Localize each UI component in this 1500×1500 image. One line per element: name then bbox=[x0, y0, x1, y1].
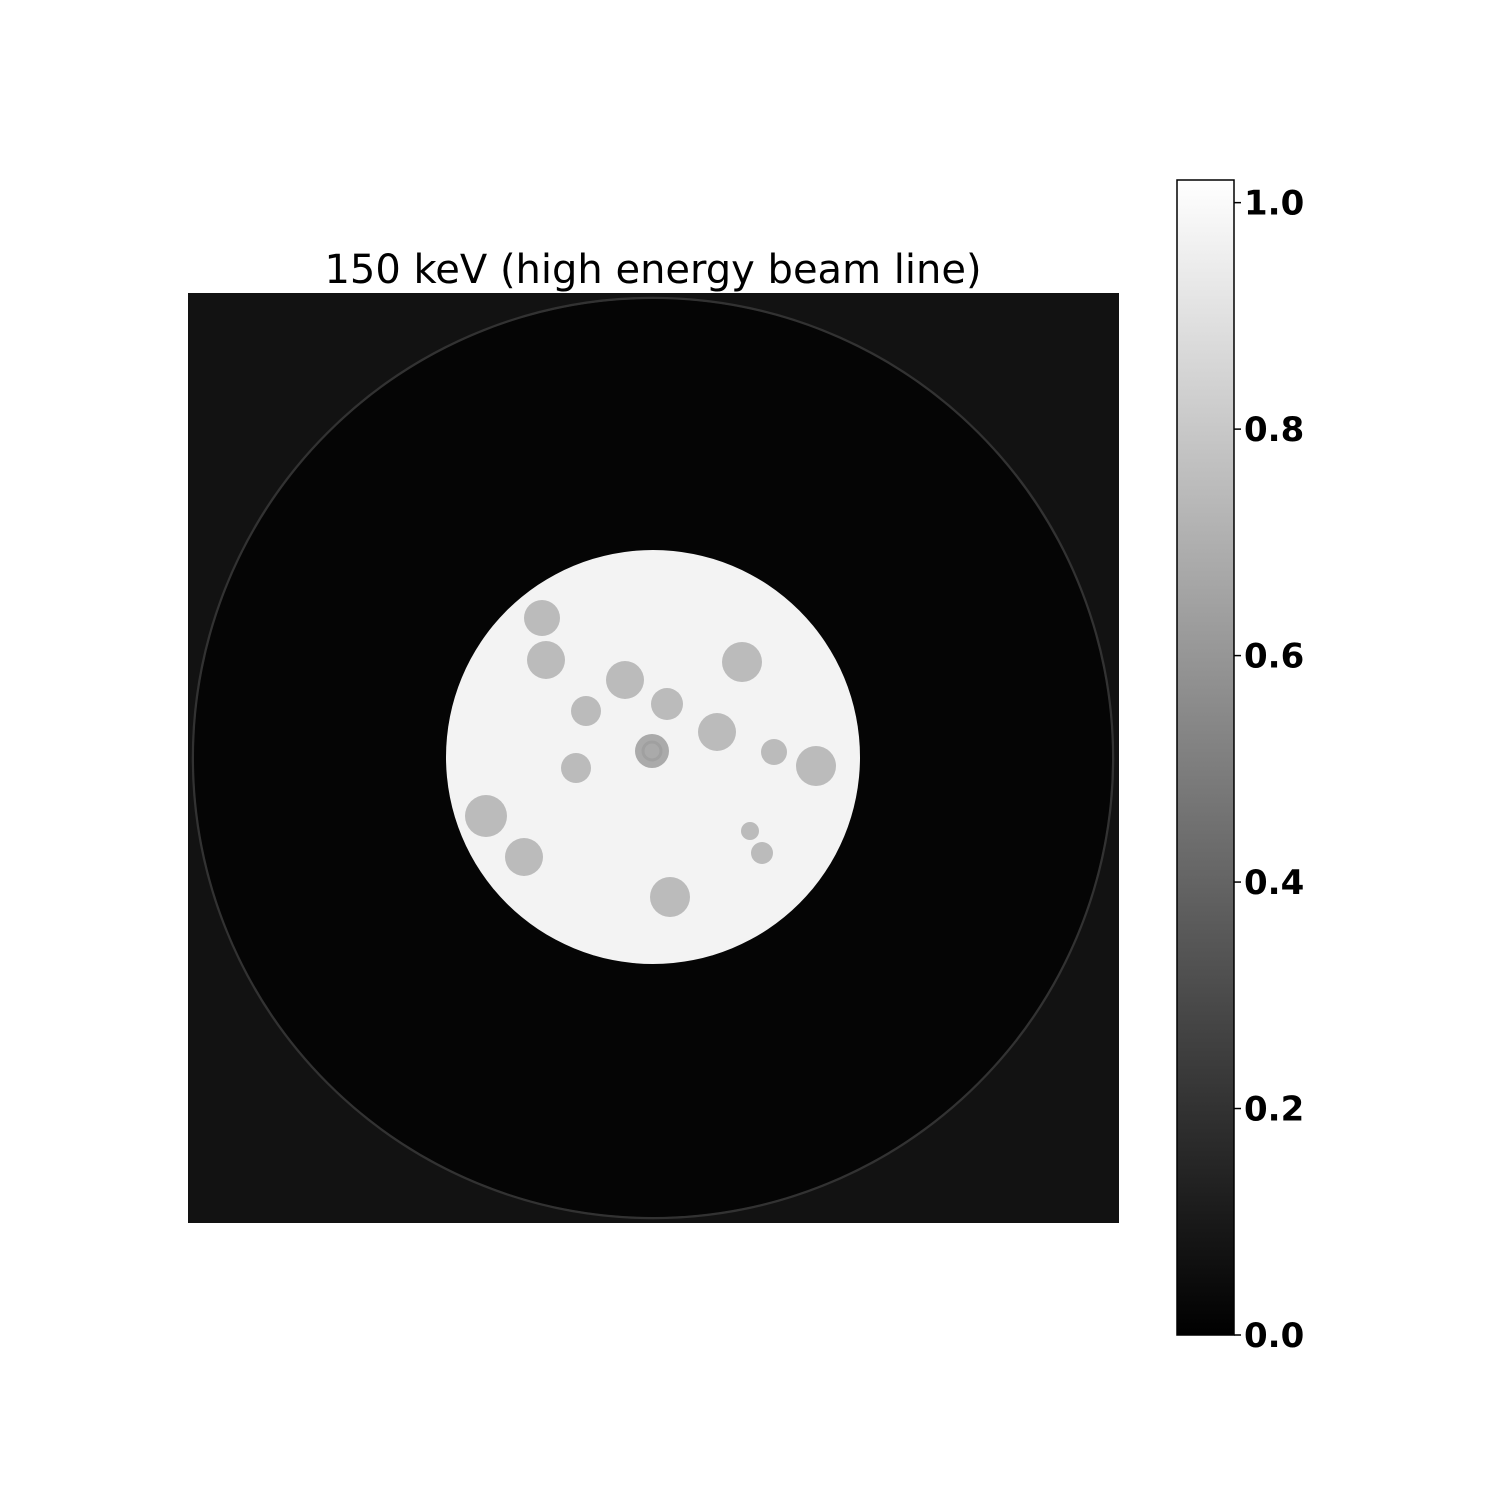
inclusion bbox=[741, 822, 759, 840]
center-inclusion-ring bbox=[641, 740, 663, 762]
inclusion bbox=[650, 877, 690, 917]
inclusion bbox=[698, 713, 736, 751]
center-inclusion bbox=[635, 734, 669, 768]
inclusion bbox=[505, 838, 543, 876]
inclusion bbox=[527, 641, 565, 679]
inclusion bbox=[465, 795, 507, 837]
inclusion bbox=[561, 753, 591, 783]
colorbar-tick-label: 0.0 bbox=[1244, 1316, 1304, 1356]
colorbar-tick-label: 1.0 bbox=[1244, 184, 1304, 224]
inclusion bbox=[651, 688, 683, 720]
inclusion bbox=[606, 661, 644, 699]
inclusion bbox=[796, 746, 836, 786]
inclusion bbox=[524, 600, 560, 636]
colorbar: 0.0 0.2 0.4 0.6 0.8 1.0 bbox=[1176, 179, 1304, 1356]
colorbar-gradient bbox=[1176, 179, 1235, 1336]
colorbar-tick-label: 0.2 bbox=[1244, 1090, 1304, 1130]
chart-title: 150 keV (high energy beam line) bbox=[324, 247, 981, 293]
colorbar-ticks: 0.0 0.2 0.4 0.6 0.8 1.0 bbox=[1234, 184, 1304, 1356]
outer-ring bbox=[191, 296, 1115, 1220]
inclusion bbox=[761, 739, 787, 765]
colorbar-tick-label: 0.6 bbox=[1244, 637, 1304, 677]
inclusions-group bbox=[465, 600, 836, 917]
inclusion bbox=[571, 696, 601, 726]
inclusion bbox=[722, 642, 762, 682]
colorbar-tick-label: 0.8 bbox=[1244, 410, 1304, 450]
colorbar-tick-label: 0.4 bbox=[1244, 863, 1304, 903]
inclusion bbox=[751, 842, 773, 864]
